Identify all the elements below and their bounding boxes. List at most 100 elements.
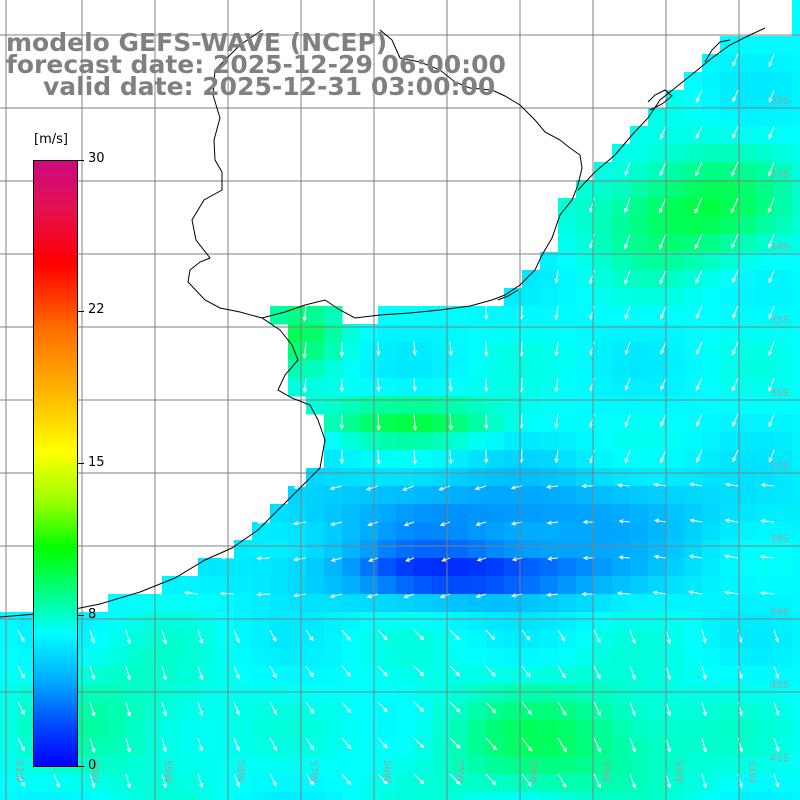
wind-arrow bbox=[305, 701, 315, 714]
wind-cell bbox=[432, 468, 451, 487]
wind-arrow-head bbox=[366, 594, 372, 599]
wind-arrow-head bbox=[666, 711, 672, 717]
wind-cell bbox=[396, 774, 415, 793]
wind-cell bbox=[540, 270, 559, 289]
wind-arrow bbox=[665, 701, 671, 716]
wind-cell bbox=[720, 666, 739, 685]
wind-arrow bbox=[233, 773, 240, 787]
wind-cell bbox=[738, 216, 757, 235]
wind-cell bbox=[288, 684, 307, 703]
wind-arrow-head bbox=[475, 521, 481, 526]
longitude-label: 61W bbox=[13, 760, 24, 783]
wind-cell bbox=[756, 360, 775, 379]
wind-cell bbox=[630, 396, 649, 415]
wind-cell bbox=[540, 378, 559, 397]
wind-cell bbox=[360, 666, 379, 685]
wind-arrow-head bbox=[484, 424, 489, 430]
wind-cell bbox=[468, 414, 487, 433]
wind-cell bbox=[648, 324, 667, 343]
wind-arrow bbox=[725, 591, 739, 595]
coastline-path bbox=[704, 39, 731, 63]
wind-arrow bbox=[555, 233, 559, 248]
wind-cell bbox=[18, 792, 37, 800]
wind-cell bbox=[486, 468, 505, 487]
wind-arrow-head bbox=[738, 711, 743, 717]
wind-cell bbox=[774, 504, 793, 523]
wind-arrow-head bbox=[383, 671, 389, 677]
wind-cell bbox=[72, 774, 91, 793]
wind-cell bbox=[774, 684, 793, 703]
wind-cell bbox=[324, 378, 343, 397]
wind-arrow-head bbox=[383, 743, 388, 749]
wind-arrow bbox=[660, 341, 667, 354]
wind-cell bbox=[738, 270, 757, 289]
wind-cell bbox=[396, 468, 415, 487]
wind-cell bbox=[594, 594, 613, 613]
wind-cell bbox=[558, 414, 577, 433]
wind-cell bbox=[720, 540, 739, 559]
wind-cell bbox=[468, 630, 487, 649]
wind-cell bbox=[396, 414, 415, 433]
wind-cell bbox=[180, 594, 199, 613]
wind-cell bbox=[540, 288, 559, 307]
wind-cell bbox=[126, 702, 145, 721]
wind-cell bbox=[792, 756, 800, 775]
wind-cell bbox=[270, 774, 289, 793]
wind-arrow bbox=[732, 125, 739, 139]
wind-cell bbox=[522, 414, 541, 433]
wind-arrow-head bbox=[484, 387, 489, 393]
wind-cell bbox=[648, 594, 667, 613]
wind-cell bbox=[504, 306, 523, 325]
wind-cell bbox=[396, 540, 415, 559]
wind-cell bbox=[684, 450, 703, 469]
wind-cell bbox=[90, 774, 109, 793]
wind-cell bbox=[504, 666, 523, 685]
wind-arrow bbox=[485, 629, 495, 640]
latitude-label: 39S bbox=[770, 607, 789, 618]
wind-arrow bbox=[660, 125, 667, 139]
wind-cell bbox=[234, 774, 253, 793]
wind-arrow-head bbox=[329, 593, 335, 599]
wind-cell bbox=[396, 450, 415, 469]
wind-arrow bbox=[377, 773, 388, 785]
wind-arrow bbox=[53, 773, 60, 787]
wind-arrow bbox=[624, 161, 631, 176]
wind-cell bbox=[792, 558, 800, 577]
wind-arrow bbox=[625, 377, 631, 391]
wind-cell bbox=[792, 630, 800, 649]
wind-cell bbox=[270, 540, 289, 559]
wind-cell bbox=[522, 270, 541, 289]
wind-cell bbox=[792, 666, 800, 685]
wind-cell bbox=[90, 630, 109, 649]
wind-cell bbox=[666, 558, 685, 577]
wind-cell bbox=[126, 774, 145, 793]
wind-arrow-head bbox=[624, 279, 629, 285]
colorbar-tickmark bbox=[78, 615, 84, 616]
wind-cell bbox=[414, 684, 433, 703]
wind-arrow-head bbox=[419, 635, 425, 641]
wind-cell bbox=[450, 684, 469, 703]
wind-cell bbox=[396, 378, 415, 397]
wind-arrow-head bbox=[732, 97, 737, 103]
wind-cell bbox=[738, 162, 757, 181]
wind-cell bbox=[666, 612, 685, 631]
wind-cell bbox=[486, 720, 505, 739]
wind-cell bbox=[414, 522, 433, 541]
wind-cell bbox=[414, 540, 433, 559]
wind-cell bbox=[144, 756, 163, 775]
wind-cell bbox=[702, 414, 721, 433]
wind-cell bbox=[432, 360, 451, 379]
wind-arrow bbox=[557, 665, 566, 678]
wind-arrow-head bbox=[768, 97, 773, 103]
wind-arrow bbox=[402, 485, 415, 491]
wind-cell bbox=[522, 468, 541, 487]
wind-cell bbox=[144, 648, 163, 667]
wind-cell bbox=[648, 648, 667, 667]
wind-cell bbox=[666, 576, 685, 595]
wind-cell bbox=[558, 216, 577, 235]
wind-cell bbox=[468, 576, 487, 595]
wind-arrow-head bbox=[329, 485, 335, 491]
wind-arrow-head bbox=[666, 675, 672, 681]
wind-cell bbox=[576, 450, 595, 469]
wind-cell bbox=[342, 522, 361, 541]
